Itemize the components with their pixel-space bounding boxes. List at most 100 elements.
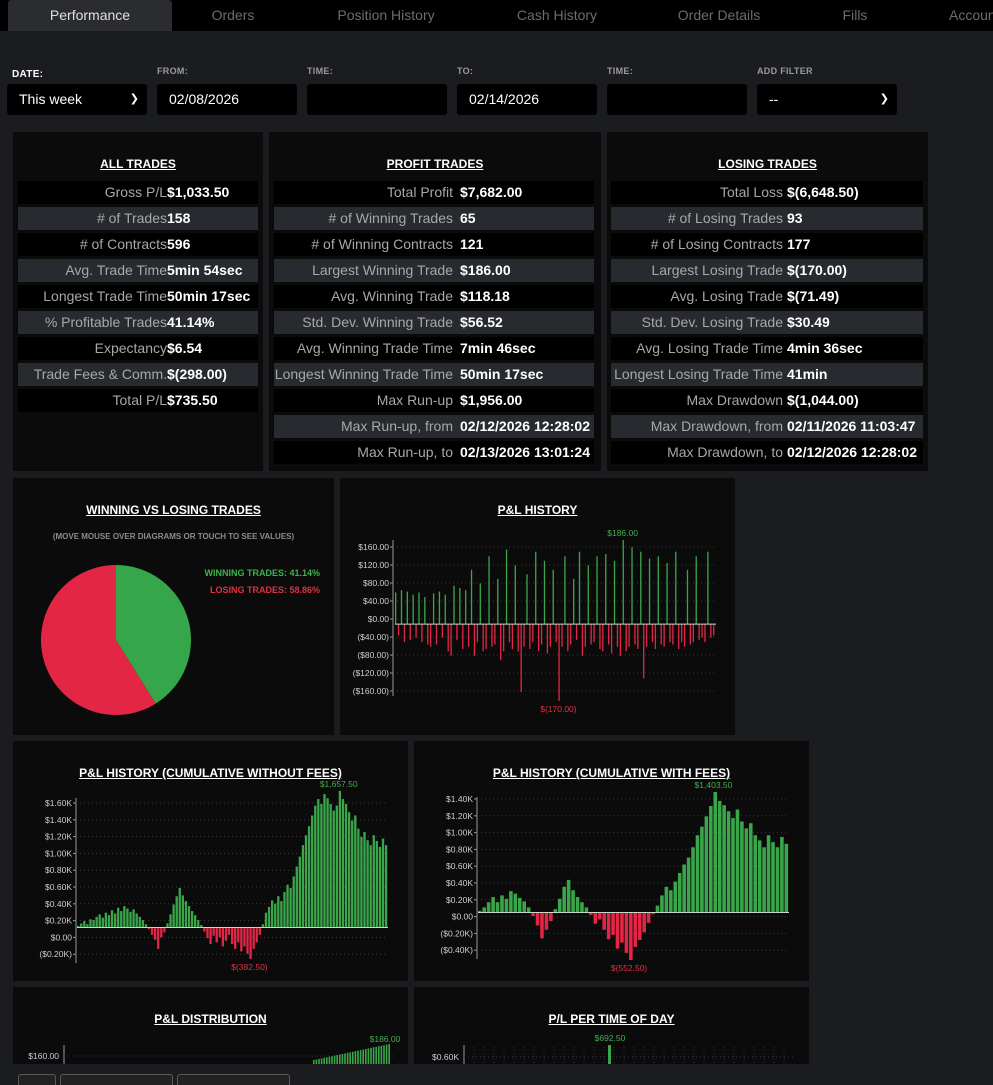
cumulative-fees-chart[interactable]: $1.40K $1.20K $1.00K $0.80K $0.60K $0.40K $0.2… bbox=[414, 741, 809, 981]
bar-positive bbox=[98, 914, 101, 928]
tab-cash-history[interactable]: Cash History bbox=[516, 7, 598, 23]
bar-negative bbox=[221, 927, 225, 947]
chevron-down-icon: ❯ bbox=[879, 93, 889, 105]
y-tick-label: $0.40K bbox=[446, 878, 473, 888]
add-filter-select[interactable]: -- ❯ bbox=[757, 84, 897, 115]
tab-order-details[interactable]: Order Details bbox=[677, 7, 761, 23]
all-trades-row: Gross P/L $1,033.50 bbox=[18, 181, 258, 204]
profit-trades-row-value: $56.52 bbox=[460, 314, 503, 330]
bottom-button-2[interactable] bbox=[60, 1074, 173, 1085]
bar-positive bbox=[326, 798, 329, 928]
bar-negative bbox=[532, 624, 534, 643]
bar-positive bbox=[505, 549, 508, 625]
y-tick-label: $0.20K bbox=[446, 895, 473, 905]
bar-positive bbox=[749, 823, 753, 913]
tab-position-history[interactable]: Position History bbox=[337, 7, 435, 23]
bar-positive bbox=[504, 898, 509, 913]
bar-positive bbox=[587, 565, 589, 625]
bar-negative bbox=[581, 624, 584, 656]
bar-negative bbox=[619, 624, 622, 656]
pl-history-panel: P&L HISTORY $160.00 $120.00 $80.00 $40.00 $0… bbox=[340, 478, 735, 735]
to-date-input[interactable]: 02/14/2026 bbox=[457, 84, 597, 115]
bar-negative bbox=[616, 624, 619, 647]
bar-positive bbox=[113, 913, 117, 928]
bar-positive bbox=[83, 920, 86, 928]
profit-trades-row: Avg. Winning Trade $118.18 bbox=[274, 285, 594, 308]
bar-positive bbox=[744, 828, 749, 913]
bar-positive bbox=[675, 551, 677, 625]
bar-positive bbox=[375, 1046, 377, 1064]
bar-positive bbox=[317, 799, 320, 928]
to-time-input[interactable] bbox=[607, 84, 747, 115]
y-tick-label: ($120.00) bbox=[353, 668, 390, 678]
bar-positive bbox=[366, 840, 369, 928]
pie-chart[interactable] bbox=[13, 478, 334, 735]
bar-negative bbox=[698, 624, 700, 640]
bar-negative bbox=[508, 624, 511, 643]
bottom-button-3[interactable] bbox=[177, 1074, 290, 1085]
cumulative-no-fees-title: P&L HISTORY (CUMULATIVE WITHOUT FEES) bbox=[79, 766, 342, 780]
all-trades-row: Total P/L $735.50 bbox=[18, 389, 258, 412]
losing-trades-row-label: Max Drawdown, to bbox=[667, 444, 783, 460]
bar-positive bbox=[453, 585, 455, 625]
bar-negative bbox=[163, 927, 166, 933]
profit-trades-row-label: # of Winning Contracts bbox=[311, 236, 453, 252]
date-range-select[interactable]: This week ❯ bbox=[7, 84, 147, 115]
bar-positive bbox=[571, 890, 575, 913]
cumulative-no-fees-panel: P&L HISTORY (CUMULATIVE WITHOUT FEES) $1… bbox=[13, 741, 408, 981]
bar-positive bbox=[664, 886, 669, 913]
bar-negative bbox=[206, 927, 209, 939]
tab-account[interactable]: Accoun bbox=[949, 7, 993, 23]
bar-positive bbox=[357, 1050, 359, 1064]
losing-trades-row-label: Max Drawdown, from bbox=[650, 418, 783, 434]
bar-negative bbox=[558, 624, 560, 701]
pl-time-of-day-chart[interactable]: $0.60K $692.50 bbox=[414, 987, 809, 1064]
bar-negative bbox=[430, 624, 432, 647]
bar-positive bbox=[400, 590, 403, 625]
bar-negative bbox=[511, 624, 514, 649]
bar-positive bbox=[622, 540, 624, 625]
bar-positive bbox=[713, 792, 718, 913]
bar-negative bbox=[633, 912, 638, 947]
cumulative-no-fees-chart[interactable]: $1.60K $1.40K $1.20K $1.00K $0.80K $0.60K $0.4… bbox=[13, 741, 408, 981]
pl-distribution-chart[interactable]: $160.00 $186.00 bbox=[13, 987, 408, 1064]
bar-positive bbox=[120, 911, 123, 928]
bar-negative bbox=[549, 912, 553, 922]
tab-fills[interactable]: Fills bbox=[842, 7, 868, 23]
bar-positive bbox=[395, 592, 397, 625]
bottom-button-1[interactable] bbox=[18, 1074, 56, 1085]
bar-positive bbox=[666, 563, 668, 625]
bar-positive bbox=[314, 805, 317, 928]
pie-slice-losing bbox=[41, 565, 156, 715]
profit-trades-row-label: # of Winning Trades bbox=[328, 210, 453, 226]
from-time-input[interactable] bbox=[307, 84, 447, 115]
bar-negative bbox=[150, 927, 154, 935]
bar-negative bbox=[651, 624, 654, 643]
bar-negative bbox=[629, 912, 633, 960]
profit-trades-row: # of Winning Contracts 121 bbox=[274, 233, 594, 256]
from-date-input[interactable]: 02/08/2026 bbox=[157, 84, 297, 115]
pl-history-chart[interactable]: $160.00 $120.00 $80.00 $40.00 $0.00 ($40.00) (… bbox=[340, 478, 735, 735]
bar-positive bbox=[295, 866, 298, 928]
bar-positive bbox=[117, 907, 120, 928]
bar-positive bbox=[444, 594, 446, 625]
bar-positive bbox=[178, 887, 181, 928]
tab-performance[interactable]: Performance bbox=[8, 0, 172, 31]
bar-positive bbox=[135, 913, 138, 928]
bar-positive bbox=[286, 884, 289, 928]
bar-negative bbox=[157, 927, 160, 949]
bar-positive bbox=[267, 906, 271, 928]
pl-time-of-day-title: P/L PER TIME OF DAY bbox=[548, 1012, 675, 1026]
bar-positive bbox=[731, 818, 735, 913]
bar-negative bbox=[692, 624, 694, 643]
bar-positive bbox=[509, 891, 513, 913]
bar-positive bbox=[349, 1052, 351, 1064]
bar-negative bbox=[615, 912, 620, 949]
bar-positive bbox=[500, 895, 504, 913]
profit-trades-row-label: Max Run-up bbox=[376, 392, 453, 408]
bar-negative bbox=[249, 927, 252, 959]
bar-negative bbox=[546, 624, 549, 654]
bar-positive bbox=[344, 803, 348, 928]
tab-orders[interactable]: Orders bbox=[211, 7, 255, 23]
bar-positive bbox=[313, 1060, 315, 1064]
